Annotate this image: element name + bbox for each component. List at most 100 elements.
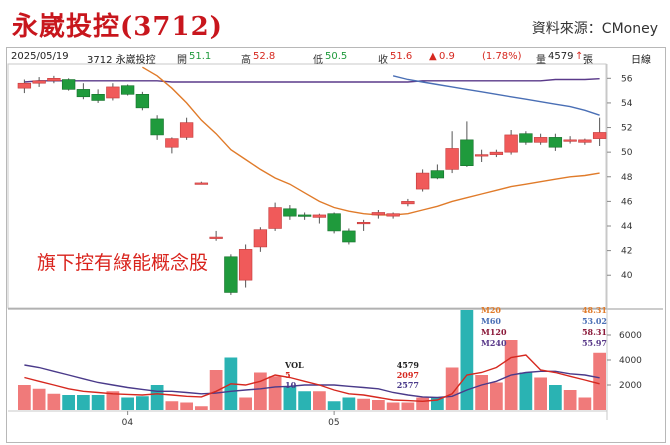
ma20-line — [142, 66, 600, 216]
volume-bar — [386, 402, 400, 410]
price-tick-label: 40 — [621, 271, 633, 281]
volume-bar — [401, 402, 415, 410]
info-change: 0.9 — [439, 51, 455, 62]
info-period: 日線 — [631, 55, 651, 66]
candle-body — [460, 139, 474, 166]
candle-body — [415, 172, 430, 190]
info-stock: 3712 永崴投控 — [87, 55, 156, 66]
volume-tick-label: 4000 — [619, 356, 642, 366]
volume-legend-value: 2097 — [396, 370, 419, 380]
volume-bar — [578, 397, 592, 410]
volume-bar — [445, 367, 459, 410]
volume-bar — [460, 310, 474, 410]
volume-bar — [165, 401, 179, 410]
candle-body — [91, 94, 105, 101]
data-source: 資料來源：CMoney — [531, 21, 658, 37]
volume-bar — [209, 370, 223, 410]
ma-legend-value: 48.31 — [581, 305, 607, 315]
candle-body — [592, 132, 607, 139]
ma60-line — [392, 75, 600, 116]
info-low: 50.5 — [325, 51, 348, 62]
info-high: 52.8 — [253, 51, 276, 62]
info-close: 51.6 — [390, 51, 413, 62]
volume-bar — [77, 395, 90, 410]
info-date: 2025/05/19 — [11, 51, 69, 62]
candle-body — [386, 213, 400, 217]
volume-legend-row: 10 2577 — [285, 380, 419, 390]
volume-bar — [372, 400, 385, 410]
candle-body — [224, 256, 238, 293]
ma-legend-name: M120 — [481, 327, 507, 337]
volume-bar — [32, 388, 46, 410]
candle-body — [238, 249, 253, 281]
volume-bar — [62, 395, 75, 410]
candle-body — [401, 201, 415, 205]
volume-bar — [342, 397, 356, 410]
volume-legend-value: 2577 — [396, 380, 419, 390]
info-change-arrow-icon: ▲ — [429, 51, 437, 62]
volume-bar — [593, 352, 606, 410]
info-open: 51.1 — [189, 51, 212, 62]
volume-bar — [195, 406, 208, 410]
price-tick-label: 44 — [621, 222, 633, 232]
candle-body — [61, 79, 76, 90]
volume-bar — [150, 385, 164, 410]
candle-body — [135, 94, 150, 109]
candle-body — [489, 151, 504, 155]
candle-body — [342, 230, 356, 243]
x-tick-label: 05 — [328, 418, 339, 428]
candle-body — [106, 86, 120, 99]
volume-bar — [18, 385, 31, 410]
candle-body — [356, 222, 371, 225]
info-volume-arrow-icon: ↑ — [575, 51, 584, 62]
candle-body — [283, 208, 297, 217]
volume-legend-row: 5 2097 — [285, 370, 419, 380]
ma-legend-value: 58.31 — [581, 327, 607, 337]
candle-body — [194, 182, 209, 185]
volume-bar — [136, 396, 149, 410]
info-high-label: 高 — [241, 55, 251, 66]
info-volume: 4579 — [548, 51, 574, 62]
volume-tick-label: 2000 — [619, 381, 642, 391]
volume-legend-name: 10 — [285, 380, 297, 390]
candle-body — [209, 236, 223, 239]
info-volume-label: 量 — [536, 55, 546, 66]
volume-bar — [283, 386, 297, 410]
chart-frame: 40 42 44 46 48 50 52 54 56 2000 4000 6000 04 05 2025/… — [6, 47, 666, 443]
candle-body — [253, 229, 268, 248]
volume-legend-name: 5 — [285, 370, 291, 380]
price-tick-label: 56 — [621, 74, 633, 84]
price-panel — [7, 63, 607, 309]
candle-body — [47, 78, 61, 82]
ma-legend-row: M240 55.97 — [481, 338, 607, 349]
price-tick-label: 54 — [621, 99, 633, 109]
info-bar: 2025/05/19 3712 永崴投控 開 51.1 高 52.8 低 50.… — [7, 51, 665, 66]
info-low-label: 低 — [313, 55, 323, 66]
volume-bar — [534, 377, 547, 410]
candle-body — [548, 137, 563, 148]
ma-legend-name: M60 — [481, 316, 501, 326]
chart-canvas: 40 42 44 46 48 50 52 54 56 2000 4000 6000 04 05 — [7, 63, 663, 428]
volume-bar — [106, 391, 120, 410]
volume-tick-label: 6000 — [619, 331, 642, 341]
candle-body — [150, 118, 164, 136]
candle-body — [312, 214, 327, 218]
ma-legend-name: M20 — [481, 305, 501, 315]
volume-legend-name: VOL — [285, 360, 304, 370]
candle-body — [17, 82, 32, 89]
volume-legend-row: VOL 4579 — [285, 360, 419, 370]
price-tick-label: 48 — [621, 173, 633, 183]
candle-body — [32, 80, 46, 84]
price-tick-label: 52 — [621, 124, 632, 134]
ma-legend-row: M20 48.31 — [481, 305, 607, 316]
info-close-label: 收 — [378, 55, 388, 66]
volume-bar — [416, 397, 429, 410]
volume-legend-value: 4579 — [396, 360, 419, 370]
candle-body — [519, 133, 533, 143]
info-change-pct: (1.78%) — [482, 51, 522, 62]
candle-body — [474, 154, 489, 157]
volume-bar — [475, 375, 488, 410]
ma-legend-row: M60 53.02 — [481, 316, 607, 327]
candle-body — [430, 170, 445, 179]
ma-legend-name: M240 — [481, 338, 507, 348]
